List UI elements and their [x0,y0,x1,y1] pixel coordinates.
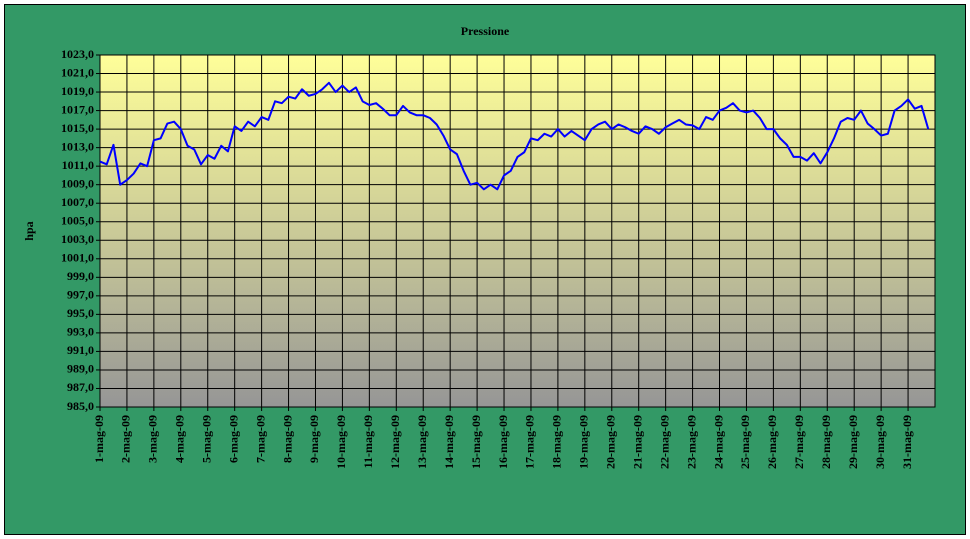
y-tick-label: 991,0 [67,343,94,357]
x-tick-label: 23-mag-09 [684,415,698,469]
x-tick-label: 11-mag-09 [361,415,375,468]
x-tick-label: 5-mag-09 [199,415,213,463]
x-tick-label: 26-mag-09 [765,415,779,469]
x-tick-label: 2-mag-09 [119,415,133,463]
x-tick-label: 1-mag-09 [92,415,106,463]
x-tick-label: 9-mag-09 [307,415,321,463]
x-tick-label: 7-mag-09 [253,415,267,463]
y-tick-label: 993,0 [67,325,94,339]
y-tick-label: 1019,0 [61,84,94,98]
y-tick-label: 1005,0 [61,213,94,227]
y-tick-label: 995,0 [67,306,94,320]
y-tick-label: 985,0 [67,399,94,413]
y-tick-label: 1023,0 [61,47,94,61]
x-tick-label: 20-mag-09 [604,415,618,469]
x-tick-label: 30-mag-09 [873,415,887,469]
x-tick-label: 15-mag-09 [469,415,483,469]
x-tick-label: 6-mag-09 [226,415,240,463]
y-tick-label: 1001,0 [61,251,94,265]
x-tick-label: 31-mag-09 [900,415,914,469]
y-tick-label: 1003,0 [61,232,94,246]
x-tick-label: 16-mag-09 [496,415,510,469]
x-tick-label: 25-mag-09 [738,415,752,469]
y-tick-label: 1015,0 [61,121,94,135]
y-tick-label: 989,0 [67,362,94,376]
x-tick-label: 21-mag-09 [630,415,644,469]
y-tick-label: 999,0 [67,269,94,283]
y-tick-label: 1021,0 [61,65,94,79]
x-tick-label: 10-mag-09 [334,415,348,469]
chart-title: Pressione [461,24,510,38]
y-tick-label: 1009,0 [61,176,94,190]
x-tick-label: 28-mag-09 [819,415,833,469]
y-tick-label: 987,0 [67,380,94,394]
x-tick-label: 29-mag-09 [846,415,860,469]
y-axis-label: hpa [22,221,36,240]
data-line [99,81,930,191]
x-tick-label: 24-mag-09 [711,415,725,469]
y-tick-label: 1011,0 [62,158,94,172]
y-tick-label: 997,0 [67,288,94,302]
y-tick-label: 1017,0 [61,102,94,116]
y-tick-label: 1013,0 [61,139,94,153]
x-tick-label: 4-mag-09 [173,415,187,463]
x-tick-label: 14-mag-09 [442,415,456,469]
x-tick-label: 18-mag-09 [550,415,564,469]
x-tick-label: 8-mag-09 [280,415,294,463]
x-tick-label: 3-mag-09 [146,415,160,463]
x-tick-label: 13-mag-09 [415,415,429,469]
x-tick-label: 12-mag-09 [388,415,402,469]
plot-border [99,54,936,408]
plot-area [100,55,935,407]
x-tick-label: 19-mag-09 [577,415,591,469]
x-tick-label: 22-mag-09 [657,415,671,469]
x-tick-label: 17-mag-09 [523,415,537,469]
x-tick-label: 27-mag-09 [792,415,806,469]
y-tick-label: 1007,0 [61,195,94,209]
